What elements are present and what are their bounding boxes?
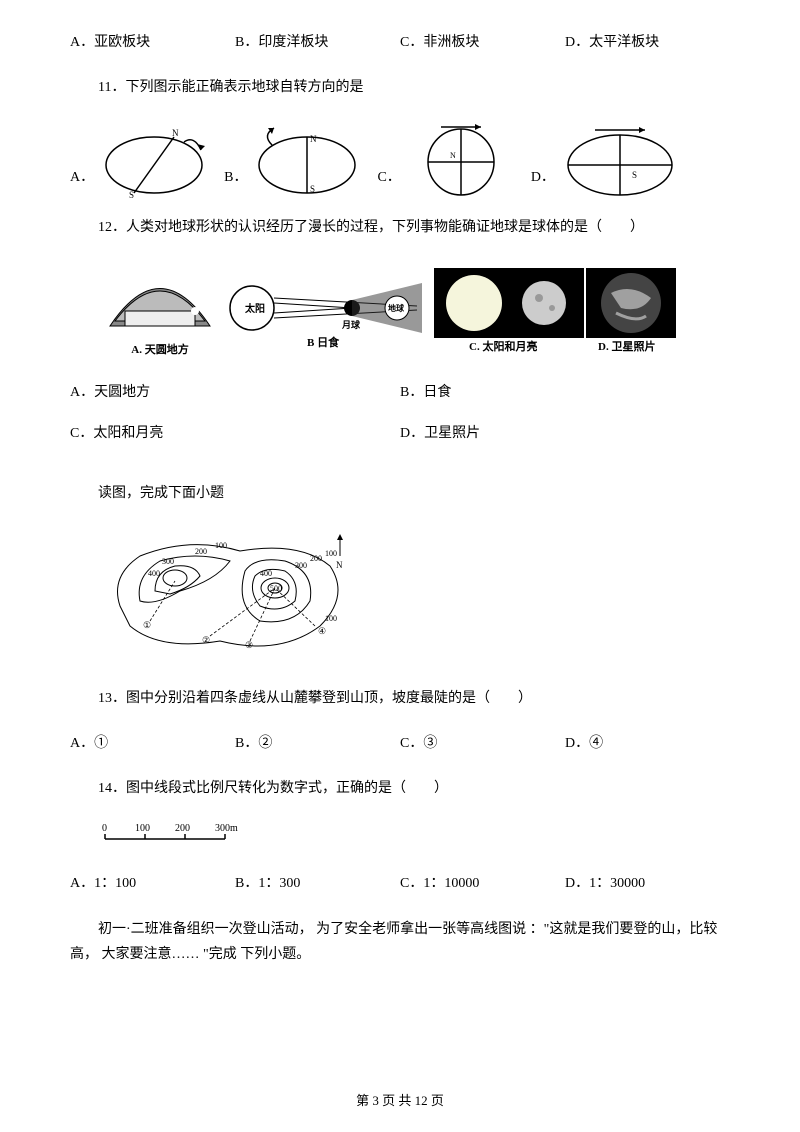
q12-img-b: 太阳 月球 地球 B 日食 (222, 268, 432, 353)
footer-mid: 页 共 (379, 1093, 415, 1108)
q13-options: A．① B．② C．③ D．④ (70, 731, 730, 756)
svg-text:100: 100 (135, 823, 150, 834)
svg-text:④: ④ (318, 626, 326, 636)
q11-diagram-a: N S (99, 120, 214, 200)
q12-images-row: A. 天圆地方 太阳 月球 地球 B 日食 C. 太阳和月亮 (100, 261, 730, 361)
q11-text: 11．下列图示能正确表示地球自转方向的是 (70, 75, 730, 100)
svg-text:200: 200 (175, 823, 190, 834)
svg-text:500: 500 (270, 584, 282, 593)
svg-text:地球: 地球 (388, 303, 405, 313)
svg-text:D. 卫星照片: D. 卫星照片 (598, 339, 655, 353)
option-d: D．太平洋板块 (565, 30, 730, 55)
contour-diagram: 200 100 300 400 400 500 300 200 100 100 … (100, 526, 730, 666)
q11-diagram-b: N S (252, 120, 367, 200)
svg-text:400: 400 (260, 569, 272, 578)
svg-text:200: 200 (310, 554, 322, 563)
q11-label-a: A． (70, 165, 94, 200)
svg-text:B 日食: B 日食 (307, 335, 340, 349)
svg-text:300: 300 (162, 557, 174, 566)
svg-text:300: 300 (295, 561, 307, 570)
svg-text:③: ③ (245, 640, 253, 650)
q12-options: A．天圆地方 B．日食 C．太阳和月亮 D．卫星照片 (70, 380, 730, 460)
q11-label-c: C． (377, 165, 400, 200)
svg-text:N: N (450, 151, 456, 160)
svg-text:S: S (129, 190, 134, 200)
q14-opt-b: B．1：300 (235, 871, 400, 896)
q13-text: 13．图中分别沿着四条虚线从山麓攀登到山顶，坡度最陡的是（ ） (70, 686, 730, 711)
svg-text:月球: 月球 (341, 319, 361, 330)
q14-opt-c: C．1：10000 (400, 871, 565, 896)
q13-opt-c: C．③ (400, 731, 565, 756)
footer-suffix: 页 (428, 1093, 444, 1108)
q14-opt-a: A．1：100 (70, 871, 235, 896)
q13-opt-a: A．① (70, 731, 235, 756)
q12-img-c: C. 太阳和月亮 (434, 268, 584, 353)
svg-text:①: ① (143, 620, 151, 630)
q12-opt-c: C．太阳和月亮 (70, 421, 400, 446)
svg-text:C. 太阳和月亮: C. 太阳和月亮 (469, 339, 537, 353)
q12-img-d: D. 卫星照片 (586, 268, 676, 353)
option-b: B．印度洋板块 (235, 30, 400, 55)
q14-opt-d: D．1：30000 (565, 871, 730, 896)
q12-opt-b: B．日食 (400, 380, 730, 405)
footer-prefix: 第 (356, 1093, 372, 1108)
svg-text:0: 0 (102, 823, 107, 834)
q13-opt-d: D．④ (565, 731, 730, 756)
page-footer: 第 3 页 共 12 页 (0, 1089, 800, 1112)
q11-diagram-c: N (406, 120, 521, 200)
q11-diagram-d: S (560, 120, 685, 200)
read-figure-text: 读图，完成下面小题 (70, 481, 730, 506)
svg-text:100: 100 (325, 549, 337, 558)
q14-options: A．1：100 B．1：300 C．1：10000 D．1：30000 (70, 871, 730, 896)
svg-text:S: S (632, 170, 637, 180)
q12-opt-a: A．天圆地方 (70, 380, 400, 405)
q14-text: 14．图中线段式比例尺转化为数字式，正确的是（ ） (70, 776, 730, 801)
svg-text:400: 400 (148, 569, 160, 578)
q12-img-a: A. 天圆地方 (100, 261, 220, 361)
q11-label-d: D． (531, 165, 555, 200)
svg-text:100: 100 (325, 614, 337, 623)
svg-text:100: 100 (215, 541, 227, 550)
svg-text:太阳: 太阳 (244, 302, 265, 315)
q12-text: 12．人类对地球形状的认识经历了漫长的过程，下列事物能确证地球是球体的是（ ） (70, 215, 730, 240)
bottom-paragraph: 初一·二班准备组织一次登山活动， 为了安全老师拿出一张等高线图说 ："这就是我们… (70, 917, 730, 967)
svg-text:②: ② (202, 635, 210, 645)
svg-text:200: 200 (195, 547, 207, 556)
option-c: C．非洲板块 (400, 30, 565, 55)
q11-images-row: A． N S B． N S C． N D． (70, 120, 730, 200)
svg-text:300m: 300m (215, 823, 238, 834)
svg-text:N: N (172, 128, 179, 138)
q12-img-a-label: A. 天圆地方 (100, 341, 220, 361)
svg-text:N: N (310, 134, 317, 144)
svg-text:S: S (310, 184, 315, 194)
scale-diagram: 0 100 200 300m (100, 821, 730, 851)
footer-total: 12 (415, 1093, 428, 1108)
svg-text:N: N (336, 560, 343, 570)
q11-label-b: B． (224, 165, 247, 200)
plate-options-row: A．亚欧板块 B．印度洋板块 C．非洲板块 D．太平洋板块 (70, 30, 730, 55)
option-a: A．亚欧板块 (70, 30, 235, 55)
q12-opt-d: D．卫星照片 (400, 421, 730, 446)
q13-opt-b: B．② (235, 731, 400, 756)
